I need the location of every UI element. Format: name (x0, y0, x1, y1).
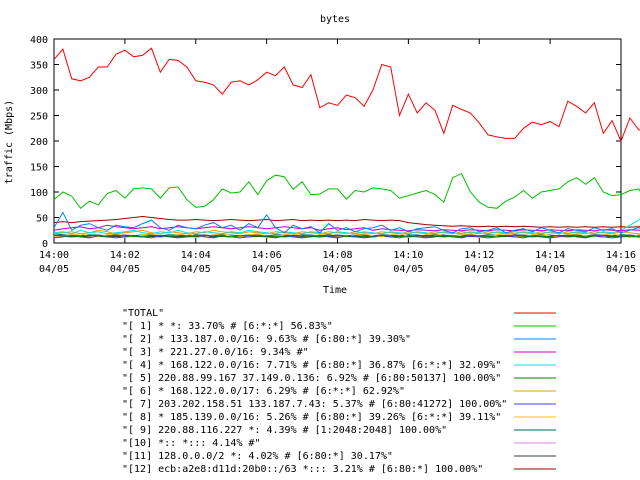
x-tick-date-label: 04/05 (535, 264, 565, 275)
y-tick-label: 250 (30, 112, 48, 123)
y-tick-label: 150 (30, 163, 48, 174)
series-line-12 (53, 215, 640, 228)
legend-entry-label: "[ 6] * 168.122.0.0/17: 6.29% # [6:*:*] … (122, 386, 405, 397)
y-axis-ticks: 0 50 100 150 200 250 300 350 400 (30, 35, 621, 250)
x-tick-date-label: 04/05 (252, 264, 282, 275)
y-axis-label: traffic (Mbps) (4, 100, 15, 184)
series-lines (53, 47, 640, 239)
series-line-5 (53, 234, 640, 238)
series-line-0 (53, 47, 640, 143)
chart-title: bytes (320, 14, 350, 25)
x-axis-label: Time (323, 285, 347, 296)
x-tick-date-label: 04/05 (464, 264, 494, 275)
legend: "TOTAL" "[ 1] * *: 33.70% # [6:*:*] 56.83… (122, 308, 556, 475)
x-axis-ticks: 14:00 04/05 14:02 04/05 14:04 04/05 14:06 04/05… (39, 39, 636, 275)
x-tick-time-label: 14:16 (606, 250, 636, 261)
x-tick-date-label: 04/05 (322, 264, 352, 275)
series-line-1 (53, 172, 640, 210)
legend-entry-label: "[ 8] * 185.139.0.0/16: 5.26% # [6:80:*]… (122, 412, 501, 423)
legend-entry-label: "[12] ecb:a2e8:d11d:20b0::/63 *::: 3.21%… (122, 464, 483, 475)
y-tick-label: 400 (30, 35, 48, 46)
x-tick-date-label: 04/05 (181, 264, 211, 275)
y-tick-label: 0 (42, 239, 48, 250)
legend-entry-label: "[ 3] * 221.27.0.0/16: 9.34% #" (122, 347, 309, 358)
legend-entry-label: "[ 2] * 133.187.0.0/16: 9.63% # [6:80:*]… (122, 334, 411, 345)
y-tick-label: 350 (30, 61, 48, 72)
x-tick-date-label: 04/05 (606, 264, 636, 275)
x-tick-time-label: 14:02 (110, 250, 140, 261)
x-tick-date-label: 04/05 (39, 264, 69, 275)
x-tick-time-label: 14:04 (181, 250, 211, 261)
plot-frame (53, 38, 622, 244)
series-line-9 (53, 233, 640, 237)
y-tick-label: 300 (30, 86, 48, 97)
legend-entry-label: "[ 1] * *: 33.70% # [6:*:*] 56.83%" (122, 321, 333, 332)
x-tick-date-label: 04/05 (110, 264, 140, 275)
series-line-6 (53, 229, 640, 235)
legend-entry-label: "[10] *:: *::: 4.14% #" (122, 438, 260, 449)
legend-entry-label: "[ 9] 220.88.116.227 *: 4.39% # [1:2048:… (122, 425, 447, 436)
x-tick-time-label: 14:08 (322, 250, 352, 261)
legend-entry-label: "[ 5] 220.88.99.167 37.149.0.136: 6.92% … (122, 373, 501, 384)
x-tick-time-label: 14:00 (39, 250, 69, 261)
series-line-2 (53, 211, 640, 234)
y-tick-label: 100 (30, 188, 48, 199)
legend-entry-label: "[ 7] 203.202.158.51 133.187.7.43: 5.37%… (122, 399, 507, 410)
legend-entry-label: "TOTAL" (122, 308, 164, 319)
y-tick-label: 200 (30, 137, 48, 148)
legend-entry-label: "[ 4] * 168.122.0.0/16: 7.71% # [6:80:*]… (122, 360, 501, 371)
y-tick-label: 50 (36, 214, 48, 225)
x-tick-time-label: 14:10 (393, 250, 423, 261)
x-tick-time-label: 14:12 (464, 250, 494, 261)
x-tick-time-label: 14:14 (535, 250, 565, 261)
legend-entry-label: "[11] 128.0.0.0/2 *: 4.02% # [6:80:*] 30… (122, 451, 393, 462)
x-tick-time-label: 14:06 (252, 250, 282, 261)
x-tick-date-label: 04/05 (393, 264, 423, 275)
